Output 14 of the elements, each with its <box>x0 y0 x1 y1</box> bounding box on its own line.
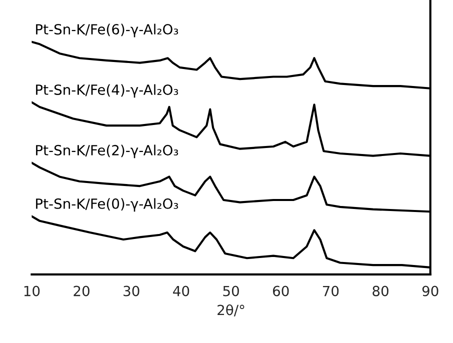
x-tick-label: 60 <box>272 286 289 296</box>
x-tick-label: 70 <box>322 286 339 296</box>
x-tick-label: 50 <box>223 286 239 296</box>
series-label: Pt-Sn-K/Fe(4)-γ-Al₂O₃ <box>36 84 178 98</box>
x-axis-title: 2θ/° <box>218 304 244 316</box>
x-tick-label: 30 <box>124 286 140 296</box>
x-tick-label: 10 <box>24 286 40 296</box>
x-tick-label: 80 <box>372 286 388 296</box>
x-tick-label: 90 <box>422 286 438 296</box>
series-label: Pt-Sn-K/Fe(2)-γ-Al₂O₃ <box>36 144 178 158</box>
x-tick-label: 20 <box>74 286 90 296</box>
series-label: Pt-Sn-K/Fe(0)-γ-Al₂O₃ <box>36 198 178 212</box>
series-label: Pt-Sn-K/Fe(6)-γ-Al₂O₃ <box>36 24 178 38</box>
x-tick-label: 40 <box>173 286 190 296</box>
